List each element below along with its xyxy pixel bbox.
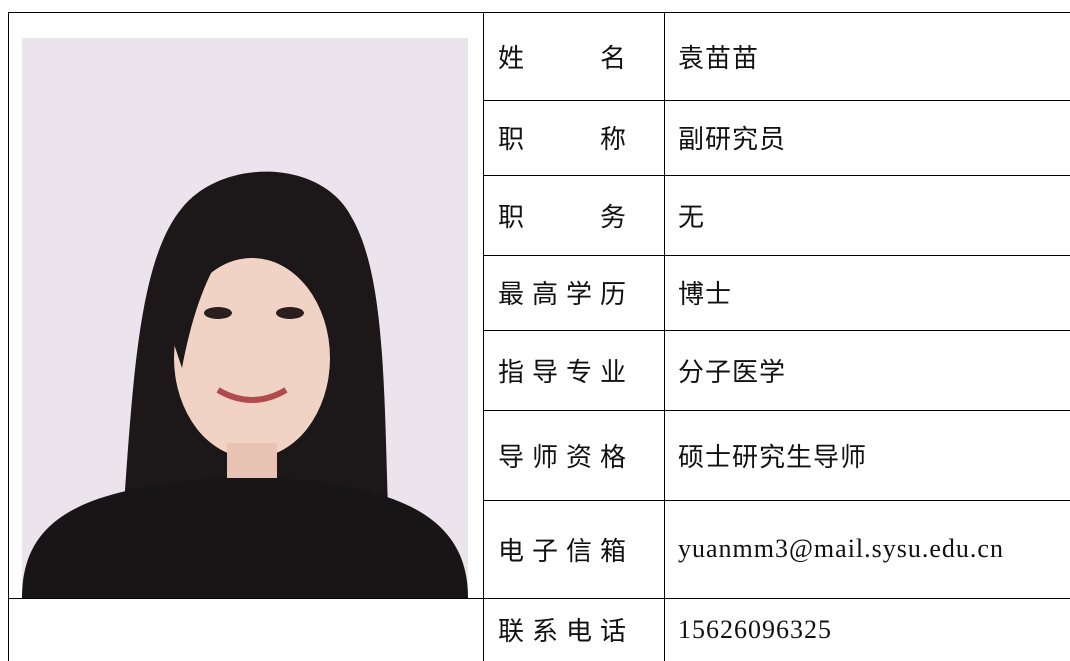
table-row: 导师资格 硕士研究生导师 (484, 410, 1070, 500)
field-value: 袁苗苗 (678, 43, 760, 73)
field-label: 联系电话 (498, 617, 626, 646)
border (8, 598, 483, 599)
row-line (483, 175, 1070, 176)
field-label: 职务 (498, 202, 626, 232)
field-value: 硕士研究生导师 (678, 442, 868, 472)
table-row: 职称 副研究员 (484, 100, 1070, 175)
table-row: 职务 无 (484, 175, 1070, 255)
border (664, 12, 665, 661)
border (8, 12, 1070, 13)
table-row: 指导专业 分子医学 (484, 330, 1070, 410)
table-row: 最高学历 博士 (484, 255, 1070, 330)
row-line (483, 330, 1070, 331)
field-value: 博士 (678, 280, 733, 309)
field-label: 指导专业 (498, 357, 626, 387)
table-row: 联系电话 15626096325 (484, 598, 1070, 661)
row-line (483, 255, 1070, 256)
field-label: 电子信箱 (498, 536, 626, 566)
portrait-photo (22, 38, 468, 598)
field-label: 职称 (498, 125, 626, 154)
field-value: 分子医学 (678, 357, 787, 387)
field-label: 姓名 (498, 43, 626, 73)
row-line (483, 410, 1070, 411)
field-label: 最高学历 (498, 280, 626, 309)
field-value: 15626096325 (678, 614, 832, 644)
table-row: 姓名 袁苗苗 (484, 12, 1070, 100)
field-label: 导师资格 (498, 442, 626, 472)
field-value: 副研究员 (678, 125, 787, 154)
field-value: yuanmm3@mail.sysu.edu.cn (678, 534, 1004, 563)
border (8, 12, 9, 661)
table-row: 电子信箱 yuanmm3@mail.sysu.edu.cn (484, 500, 1070, 598)
field-value: 无 (678, 202, 706, 232)
row-line (483, 500, 1070, 501)
row-line (483, 100, 1070, 101)
border (483, 12, 484, 661)
row-line (483, 598, 1070, 599)
